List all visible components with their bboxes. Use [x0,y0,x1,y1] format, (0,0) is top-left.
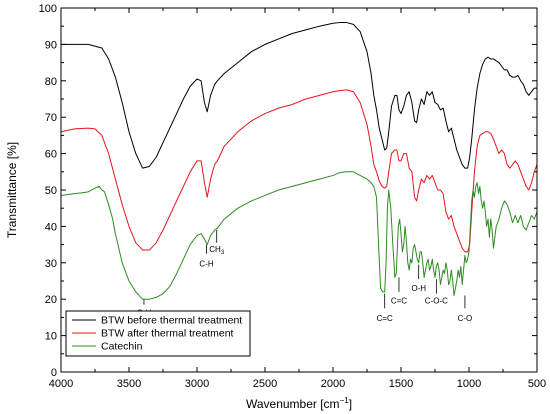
y-axis-title: Transmittance [%] [5,142,19,238]
x-axis-title: Wavenumber [cm−1] [246,396,352,411]
x-tick-label: 2000 [321,378,345,390]
x-tick-label: 2500 [253,378,277,390]
y-tick-label: 50 [45,185,57,197]
x-tick-label: 3000 [185,378,209,390]
y-tick-label: 10 [45,331,57,343]
y-tick-label: 100 [39,3,57,15]
x-tick-label: 1500 [389,378,413,390]
tick-labels: 4000 3500 3000 2500 2000 1500 1000 500 0 10 20 30 40… [39,3,547,390]
legend-box [65,310,251,357]
x-tick-label: 4000 [49,378,73,390]
series-lines [60,22,538,300]
y-tick-label: 70 [45,112,57,124]
x-tick-label: 500 [528,378,546,390]
y-tick-label: 30 [45,258,57,270]
y-tick-label: 90 [45,39,57,51]
annotation-label: C=C [377,314,393,323]
y-tick-label: 0 [51,367,57,379]
y-tick-label: 60 [45,149,57,161]
y-tick-label: 20 [45,294,57,306]
legend-label: BTW before thermal treatment [101,315,242,327]
y-tick-label: 40 [45,221,57,233]
annotation-label: C=C [391,297,407,306]
plot-frame [60,7,538,373]
y-tick-label: 80 [45,76,57,88]
annotation-label: C-O-C [425,297,448,306]
annotation-label: C-H [199,259,213,268]
x-tick-label: 3500 [117,378,141,390]
series-line-2 [60,89,538,253]
annotation-label: CH3 [209,245,225,256]
annotation-label: O-H [411,284,426,293]
legend-label: Catechin [101,341,143,353]
legend-label: BTW after thermal treatment [101,328,234,340]
series-line-3 [60,171,538,300]
x-tick-label: 1000 [457,378,481,390]
annotation-label: C-O [458,314,473,323]
series-line-1 [61,22,537,169]
